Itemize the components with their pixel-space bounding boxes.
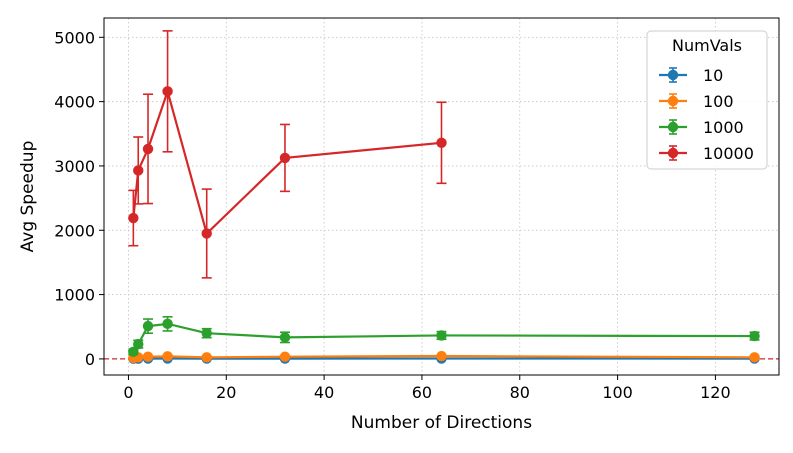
y-tick-label: 2000 (54, 221, 95, 240)
y-tick-label: 0 (85, 350, 95, 369)
data-point (201, 327, 212, 339)
data-point (201, 228, 212, 239)
y-tick-label: 1000 (54, 286, 95, 305)
x-tick-label: 0 (123, 383, 133, 402)
x-axis-label: Number of Directions (351, 413, 532, 433)
legend-marker (667, 69, 679, 81)
data-point (142, 320, 154, 332)
legend-entry-10000: 10000 (659, 144, 754, 163)
series-10000 (128, 30, 447, 279)
data-point (128, 212, 139, 224)
legend-marker (667, 95, 679, 107)
x-tick-label: 80 (510, 383, 530, 402)
legend-entry-1000: 1000 (659, 118, 744, 137)
legend-label: 10000 (703, 144, 754, 163)
data-point (142, 351, 154, 362)
data-point (436, 330, 447, 341)
series-1000 (128, 315, 760, 358)
legend-label: 10 (703, 66, 723, 85)
y-tick-label: 5000 (54, 28, 95, 47)
data-point (436, 137, 447, 148)
y-tick-label: 4000 (54, 93, 95, 112)
data-point (436, 350, 447, 362)
data-point (201, 352, 212, 363)
legend-entry-10: 10 (659, 66, 723, 85)
data-point (162, 318, 173, 330)
legend-marker (667, 147, 679, 159)
data-point (133, 165, 144, 176)
x-axis-ticks: 0 20 40 60 80 100 120 (123, 375, 731, 402)
x-tick-label: 20 (216, 383, 236, 402)
data-point (128, 346, 139, 358)
data-point (279, 152, 291, 164)
y-axis-ticks: 0 1000 2000 3000 4000 5000 (54, 28, 104, 369)
data-point (749, 330, 760, 342)
x-tick-label: 40 (314, 383, 334, 402)
data-point (162, 351, 173, 362)
legend-label: 1000 (703, 118, 744, 137)
legend: NumVals 10 100 1000 10000 (646, 30, 768, 170)
data-point (279, 351, 291, 362)
series-layer (128, 30, 760, 364)
y-tick-label: 3000 (54, 157, 95, 176)
x-tick-label: 60 (412, 383, 432, 402)
data-point (279, 332, 291, 343)
legend-marker (667, 121, 679, 133)
legend-title: NumVals (672, 36, 742, 55)
data-point (142, 143, 154, 155)
data-point (162, 86, 173, 97)
legend-entry-100: 100 (659, 92, 734, 111)
x-tick-label: 120 (700, 383, 731, 402)
data-point (749, 352, 760, 363)
y-axis-label: Avg Speedup (18, 141, 38, 253)
plot-frame (103, 17, 780, 376)
legend-label: 100 (703, 92, 734, 111)
x-tick-label: 100 (602, 383, 633, 402)
data-point (133, 338, 144, 350)
